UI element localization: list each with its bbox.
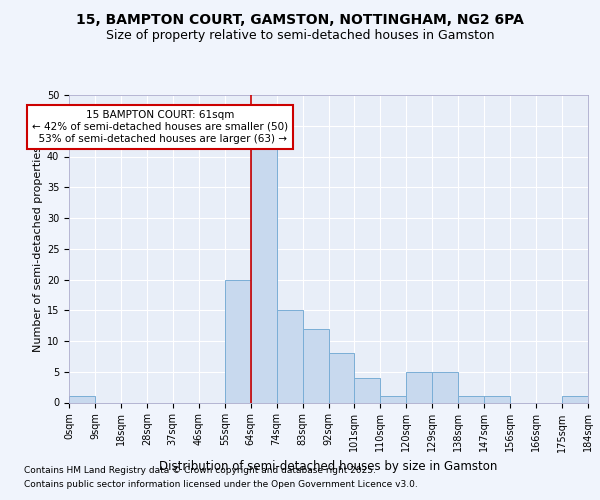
Bar — [562, 396, 588, 402]
Bar — [225, 280, 251, 402]
Bar — [484, 396, 510, 402]
Text: 15, BAMPTON COURT, GAMSTON, NOTTINGHAM, NG2 6PA: 15, BAMPTON COURT, GAMSTON, NOTTINGHAM, … — [76, 12, 524, 26]
Bar — [433, 372, 458, 402]
Bar — [329, 354, 355, 403]
Text: Size of property relative to semi-detached houses in Gamston: Size of property relative to semi-detach… — [106, 29, 494, 42]
Bar — [69, 396, 95, 402]
Text: 15 BAMPTON COURT: 61sqm
← 42% of semi-detached houses are smaller (50)
  53% of : 15 BAMPTON COURT: 61sqm ← 42% of semi-de… — [32, 110, 288, 144]
Bar — [406, 372, 432, 402]
X-axis label: Distribution of semi-detached houses by size in Gamston: Distribution of semi-detached houses by … — [160, 460, 497, 473]
Y-axis label: Number of semi-detached properties: Number of semi-detached properties — [32, 146, 43, 352]
Bar — [251, 144, 277, 403]
Text: Contains public sector information licensed under the Open Government Licence v3: Contains public sector information licen… — [24, 480, 418, 489]
Text: Contains HM Land Registry data © Crown copyright and database right 2025.: Contains HM Land Registry data © Crown c… — [24, 466, 376, 475]
Bar — [277, 310, 302, 402]
Bar — [380, 396, 406, 402]
Bar — [458, 396, 484, 402]
Bar — [355, 378, 380, 402]
Bar — [302, 328, 329, 402]
